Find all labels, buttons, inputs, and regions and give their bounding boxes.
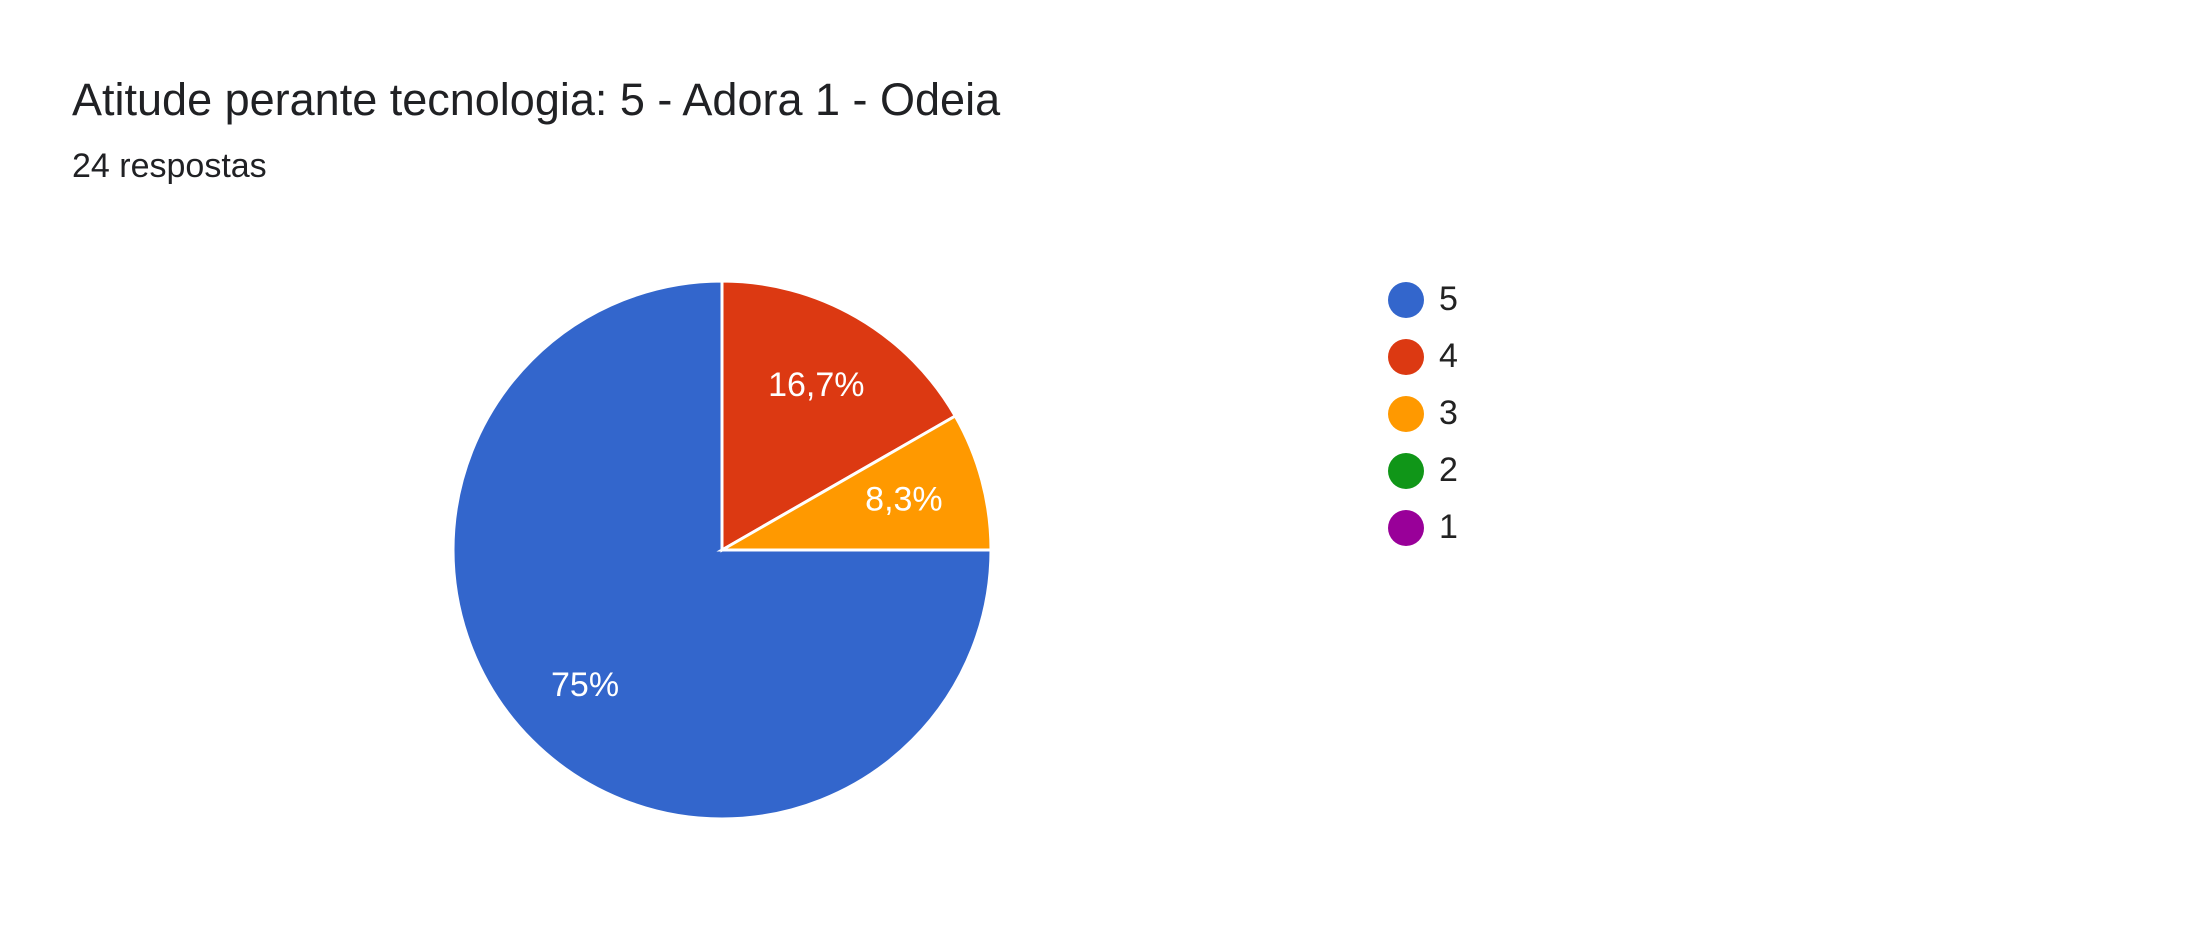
legend-label: 5 — [1439, 280, 1458, 318]
chart-subtitle: 24 respostas — [72, 147, 267, 185]
pie-slice — [716, 413, 993, 552]
legend-marker — [1388, 339, 1424, 375]
legend-label: 1 — [1439, 508, 1458, 546]
slice-label: 16,7% — [768, 366, 864, 404]
legend-label: 2 — [1439, 451, 1458, 489]
legend-marker — [1388, 396, 1424, 432]
slice-label: 75% — [551, 666, 619, 704]
chart-title: Atitude perante tecnologia: 5 - Adora 1 … — [72, 74, 1001, 125]
legend-marker — [1388, 453, 1424, 489]
legend-marker — [1388, 510, 1424, 546]
legend-label: 4 — [1439, 337, 1458, 375]
pie-slice — [720, 279, 958, 553]
legend-label: 3 — [1439, 394, 1458, 432]
slice-label: 8,3% — [865, 480, 943, 518]
legend-marker — [1388, 282, 1424, 318]
